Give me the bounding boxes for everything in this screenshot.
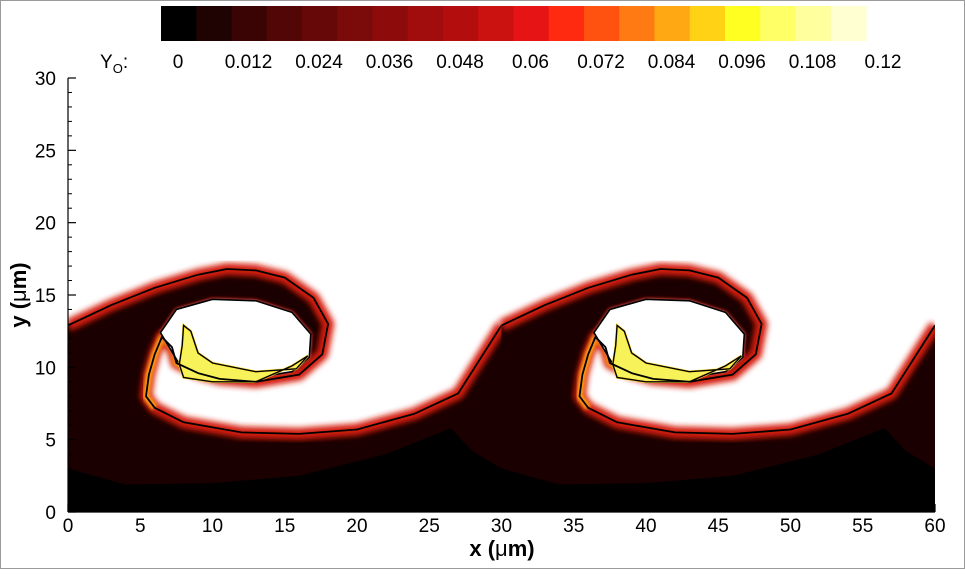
y-tick-label: 10: [35, 358, 56, 379]
y-tick-label: 15: [35, 286, 56, 307]
colorbar-swatch: [619, 6, 655, 41]
svg-text:YO:: YO:: [100, 52, 128, 76]
colorbar-tick-label: 0.108: [789, 52, 837, 73]
colorbar-swatch: [337, 6, 373, 41]
x-tick-label: 55: [852, 516, 873, 537]
colorbar-swatch: [654, 6, 691, 41]
axes: 0 5 10 15 20 25 30 35 40 45 50 55 60 0 5 10 15 20 25 30: [35, 69, 946, 537]
deep-product-region: [501, 428, 935, 512]
x-tick-label: 35: [563, 516, 584, 537]
colorbar-swatch: [443, 6, 479, 41]
y-tick-label: 5: [45, 431, 56, 452]
x-tick-label: 0: [63, 516, 74, 537]
field-contours: [68, 78, 935, 512]
colorbar-tick-label: 0.012: [225, 52, 273, 73]
colorbar-swatch: [689, 6, 726, 41]
colorbar-swatch: [231, 6, 268, 41]
y-tick-label: 0: [45, 503, 56, 524]
colorbar-swatch: [266, 6, 303, 41]
x-tick-label: 50: [780, 516, 801, 537]
colorbar-tick-label: 0.024: [295, 52, 343, 73]
colorbar-swatch: [830, 6, 867, 41]
x-tick-label: 10: [202, 516, 223, 537]
x-tick-label: 15: [274, 516, 295, 537]
core-outline: [612, 324, 742, 383]
y-tick-label: 30: [35, 69, 56, 90]
colorbar-swatch: [161, 6, 197, 41]
x-tick-label: 60: [924, 516, 945, 537]
x-tick-label: 40: [635, 516, 656, 537]
colorbar: [161, 6, 867, 41]
colorbar-swatch: [478, 6, 514, 41]
y-axis-label: y (μm): [6, 262, 31, 327]
colorbar-tick-label: 0.036: [366, 52, 414, 73]
colorbar-variable-label: YO:: [100, 52, 128, 76]
colorbar-tick-label: 0.096: [718, 52, 766, 73]
colorbar-tick-labels: 0 0.012 0.024 0.036 0.048 0.06 0.072 0.084 0.096…: [173, 52, 902, 73]
y-tick-label: 20: [35, 214, 56, 235]
colorbar-tick-label: 0: [173, 52, 184, 73]
colorbar-tick-label: 0.072: [577, 52, 625, 73]
x-axis-label: x (μm): [469, 536, 534, 561]
colorbar-swatch: [760, 6, 796, 41]
deep-product-region: [68, 428, 502, 512]
x-tick-label: 5: [135, 516, 146, 537]
colorbar-swatch: [548, 6, 585, 41]
colorbar-swatch: [513, 6, 550, 41]
x-tick-label: 25: [419, 516, 440, 537]
colorbar-swatch: [302, 6, 338, 41]
colorbar-swatch: [584, 6, 620, 41]
interface-contour: [501, 268, 935, 435]
colorbar-swatch: [795, 6, 832, 41]
x-tick-label: 20: [346, 516, 367, 537]
colorbar-swatch: [196, 6, 232, 41]
y-tick-label: 25: [35, 141, 56, 162]
x-tick-label: 30: [491, 516, 512, 537]
colorbar-tick-label: 0.084: [648, 52, 696, 73]
interface-contour: [68, 268, 503, 435]
colorbar-swatch: [407, 6, 444, 41]
colorbar-tick-label: 0.048: [436, 52, 484, 73]
colorbar-tick-label: 0.12: [865, 52, 902, 73]
colorbar-tick-label: 0.06: [512, 52, 549, 73]
colorbar-swatch: [725, 6, 761, 41]
x-tick-label: 45: [708, 516, 729, 537]
core-outline: [178, 324, 309, 383]
colorbar-swatch: [372, 6, 409, 41]
